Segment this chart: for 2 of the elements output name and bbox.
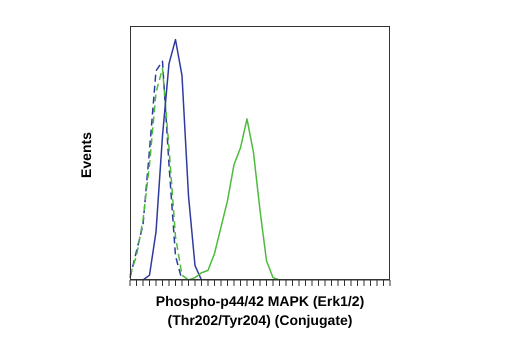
x-axis-title: Phospho-p44/42 MAPK (Erk1/2) (Thr202/Tyr204) (Conjugate) [154, 292, 366, 330]
y-axis-title: Events [78, 132, 94, 178]
